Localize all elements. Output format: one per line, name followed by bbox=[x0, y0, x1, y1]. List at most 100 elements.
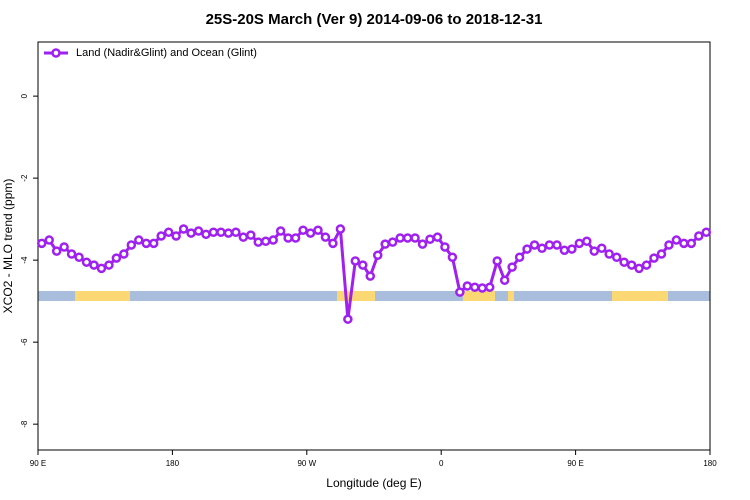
data-point bbox=[134, 235, 144, 245]
land-band bbox=[463, 291, 495, 301]
data-point bbox=[365, 271, 376, 281]
data-point bbox=[208, 227, 219, 238]
legend-label: Land (Nadir&Glint) and Ocean (Glint) bbox=[76, 47, 257, 59]
data-point bbox=[649, 253, 659, 263]
data-point bbox=[425, 234, 435, 244]
data-point bbox=[634, 263, 644, 274]
data-point bbox=[343, 314, 353, 324]
data-point bbox=[492, 256, 502, 266]
data-point bbox=[679, 238, 689, 249]
data-point bbox=[604, 249, 614, 259]
data-point bbox=[380, 239, 390, 249]
data-point bbox=[552, 240, 562, 250]
data-point bbox=[447, 252, 458, 263]
y-tick-label: 0 bbox=[20, 93, 29, 98]
data-point bbox=[671, 235, 682, 245]
data-point bbox=[223, 228, 234, 238]
data-point bbox=[686, 238, 697, 249]
data-point bbox=[238, 232, 249, 242]
data-point bbox=[51, 246, 62, 256]
data-point bbox=[111, 253, 122, 263]
data-point bbox=[462, 281, 473, 291]
land-band bbox=[508, 291, 514, 301]
data-point bbox=[619, 257, 629, 267]
data-point bbox=[275, 226, 286, 236]
x-tick-label: 90 E bbox=[30, 459, 46, 468]
data-point bbox=[171, 231, 181, 241]
land-band bbox=[612, 291, 668, 301]
x-tick-label: 90 W bbox=[297, 459, 316, 468]
data-point bbox=[156, 231, 166, 241]
x-tick-label: 180 bbox=[166, 459, 180, 468]
data-point bbox=[268, 235, 278, 245]
x-tick-label: 180 bbox=[703, 459, 717, 468]
data-point bbox=[298, 225, 308, 235]
data-point bbox=[178, 224, 189, 234]
data-point bbox=[104, 260, 114, 270]
data-point bbox=[641, 260, 652, 270]
y-tick-label: -6 bbox=[20, 338, 29, 346]
data-point bbox=[96, 263, 107, 274]
y-tick-label: -2 bbox=[20, 174, 29, 182]
data-point bbox=[372, 250, 383, 260]
data-point bbox=[201, 229, 211, 240]
data-point bbox=[358, 260, 368, 270]
data-point bbox=[260, 236, 271, 247]
data-point bbox=[582, 236, 592, 247]
data-point bbox=[507, 262, 517, 272]
x-axis-label: Longitude (deg E) bbox=[326, 476, 421, 490]
data-point bbox=[246, 230, 256, 240]
data-point bbox=[544, 240, 555, 250]
data-point bbox=[664, 240, 674, 250]
data-point bbox=[514, 252, 525, 263]
data-point bbox=[313, 225, 323, 235]
data-point bbox=[193, 226, 204, 236]
data-point bbox=[387, 237, 398, 247]
y-axis-label: XCO2 - MLO trend (ppm) bbox=[1, 179, 15, 314]
data-point bbox=[186, 228, 196, 238]
data-point bbox=[89, 260, 99, 270]
land-band bbox=[337, 291, 375, 301]
data-point bbox=[440, 242, 450, 252]
data-point bbox=[163, 227, 174, 238]
data-point bbox=[81, 257, 92, 267]
y-tick-label: -4 bbox=[20, 256, 29, 264]
data-point bbox=[626, 260, 637, 270]
data-point bbox=[484, 282, 495, 292]
data-point bbox=[559, 245, 570, 256]
data-point bbox=[74, 252, 84, 263]
data-point bbox=[537, 243, 547, 254]
chart-title: 25S-20S March (Ver 9) 2014-09-06 to 2018… bbox=[206, 11, 543, 28]
data-point bbox=[148, 238, 159, 249]
data-point bbox=[36, 238, 47, 249]
data-point bbox=[305, 228, 316, 238]
data-point bbox=[701, 227, 712, 238]
data-point bbox=[59, 242, 69, 252]
plot-frame bbox=[37, 41, 711, 451]
x-tick-label: 90 E bbox=[567, 459, 583, 468]
surface-band bbox=[38, 291, 710, 301]
data-point bbox=[611, 252, 622, 263]
data-point bbox=[522, 244, 532, 254]
data-point bbox=[395, 233, 405, 243]
data-point bbox=[141, 238, 152, 249]
data-point bbox=[253, 237, 264, 247]
data-point bbox=[589, 246, 600, 256]
data-point bbox=[694, 231, 704, 241]
data-point bbox=[320, 232, 331, 242]
data-point bbox=[119, 249, 129, 259]
x-tick-label: 0 bbox=[439, 459, 444, 468]
data-point bbox=[417, 239, 428, 249]
y-tick-label: -8 bbox=[20, 420, 29, 428]
data-point bbox=[529, 240, 540, 250]
data-point bbox=[574, 238, 585, 249]
data-point bbox=[477, 283, 488, 293]
data-point bbox=[656, 249, 667, 259]
data-point bbox=[290, 233, 301, 243]
data-point bbox=[350, 256, 361, 266]
data-point bbox=[126, 240, 137, 250]
data-point bbox=[596, 243, 607, 254]
data-point bbox=[402, 233, 413, 243]
data-point bbox=[335, 224, 346, 234]
